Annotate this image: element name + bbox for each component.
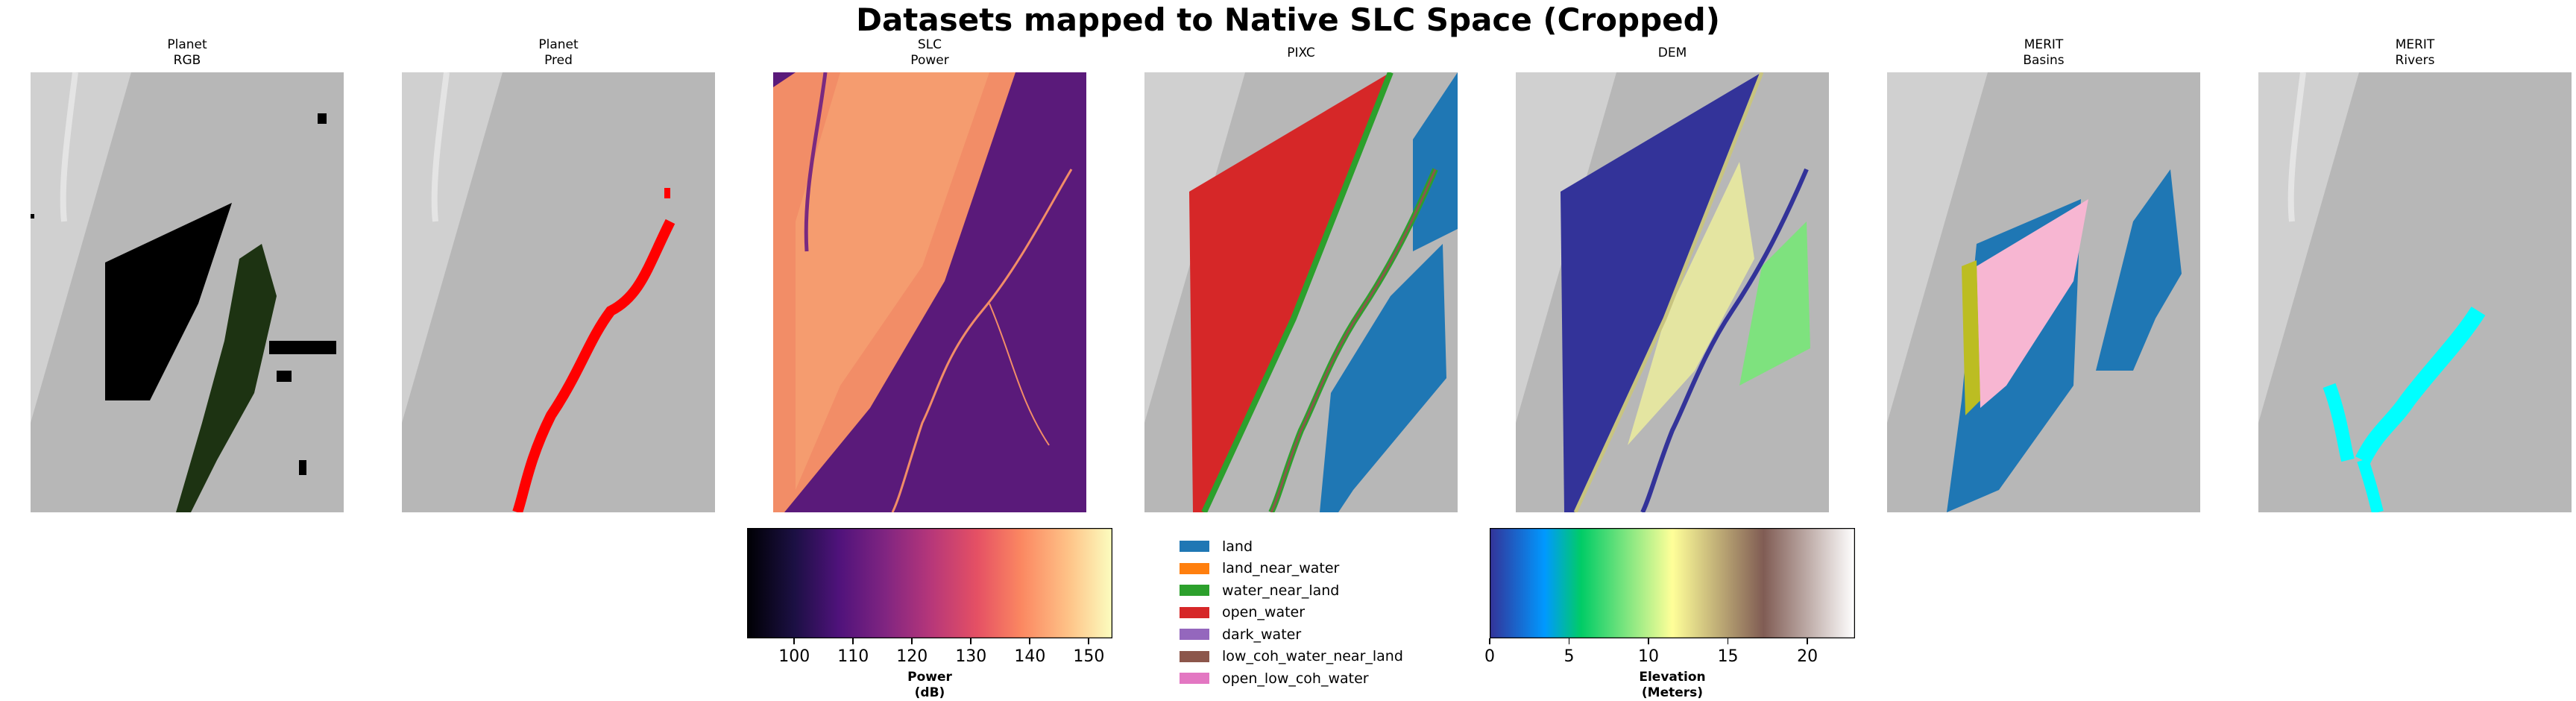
panel-pixc: [1144, 72, 1458, 512]
power-colorbar-tick-mark: [1088, 638, 1089, 644]
power-colorbar-tick-label: 100: [778, 647, 810, 666]
elevation-colorbar: [1489, 527, 1856, 639]
panel-merit-rivers: [2258, 72, 2572, 512]
panel-merit-basins: [1887, 72, 2200, 512]
legend-label: land_near_water: [1222, 560, 1340, 577]
power-colorbar-tick-label: 150: [1073, 647, 1105, 666]
legend-swatch: [1180, 606, 1209, 618]
panel-title-dem: DEM: [1657, 45, 1687, 60]
panel-planet-rgb: [31, 72, 344, 512]
elevation-colorbar-tick-label: 15: [1717, 647, 1739, 666]
panel-planet-pred: [402, 72, 715, 512]
panel-title-planet-pred: Planet Pred: [538, 37, 579, 68]
power-colorbar-tick-mark: [970, 638, 971, 644]
pixc-legend: land land_near_water water_near_land open_w…: [1180, 535, 1403, 690]
panel-title-merit-rivers: MERIT Rivers: [2395, 37, 2435, 68]
legend-label: low_coh_water_near_land: [1222, 648, 1403, 665]
elevation-colorbar-tick-mark: [1568, 638, 1570, 644]
elevation-colorbar-tick-label: 20: [1797, 647, 1818, 666]
legend-swatch: [1180, 629, 1209, 641]
legend-item: open_low_coh_water: [1180, 667, 1403, 690]
legend-item: low_coh_water_near_land: [1180, 646, 1403, 668]
legend-swatch: [1180, 673, 1209, 685]
power-colorbar-tick-mark: [793, 638, 795, 644]
panel-slc-power: [773, 72, 1086, 512]
power-colorbar: [746, 527, 1113, 639]
power-colorbar-tick-mark: [911, 638, 913, 644]
legend-swatch: [1180, 562, 1209, 574]
power-colorbar-tick-label: 120: [896, 647, 928, 666]
elevation-colorbar-tick-mark: [1489, 638, 1490, 644]
power-colorbar-tick-mark: [852, 638, 854, 644]
power-colorbar-tick-mark: [1029, 638, 1030, 644]
power-colorbar-tick-label: 140: [1014, 647, 1046, 666]
main-title: Datasets mapped to Native SLC Space (Cro…: [856, 1, 1720, 38]
legend-label: land: [1222, 538, 1253, 555]
legend-item: land_near_water: [1180, 558, 1403, 580]
power-colorbar-label: Power (dB): [907, 670, 952, 700]
elevation-colorbar-tick-mark: [1727, 638, 1729, 644]
legend-item: land: [1180, 535, 1403, 558]
elevation-colorbar-tick-label: 5: [1563, 647, 1575, 666]
panel-title-slc-power: SLC Power: [910, 37, 949, 68]
legend-item: water_near_land: [1180, 579, 1403, 602]
legend-item: open_water: [1180, 602, 1403, 624]
panel-dem: [1516, 72, 1829, 512]
elevation-colorbar-label: Elevation (Meters): [1639, 670, 1706, 700]
elevation-colorbar-tick-mark: [1648, 638, 1649, 644]
legend-swatch: [1180, 585, 1209, 597]
legend-swatch: [1180, 541, 1209, 553]
power-colorbar-tick-label: 130: [955, 647, 987, 666]
panel-title-merit-basins: MERIT Basins: [2023, 37, 2065, 68]
panel-title-planet-rgb: Planet RGB: [167, 37, 207, 68]
elevation-colorbar-tick-mark: [1807, 638, 1808, 644]
legend-swatch: [1180, 650, 1209, 662]
legend-label: open_water: [1222, 604, 1306, 621]
power-colorbar-tick-label: 110: [837, 647, 869, 666]
elevation-colorbar-tick-label: 0: [1484, 647, 1495, 666]
panel-title-pixc: PIXC: [1287, 45, 1315, 60]
legend-label: open_low_coh_water: [1222, 670, 1369, 687]
legend-label: water_near_land: [1222, 582, 1340, 599]
legend-item: dark_water: [1180, 623, 1403, 646]
elevation-colorbar-tick-label: 10: [1638, 647, 1660, 666]
legend-label: dark_water: [1222, 626, 1302, 643]
